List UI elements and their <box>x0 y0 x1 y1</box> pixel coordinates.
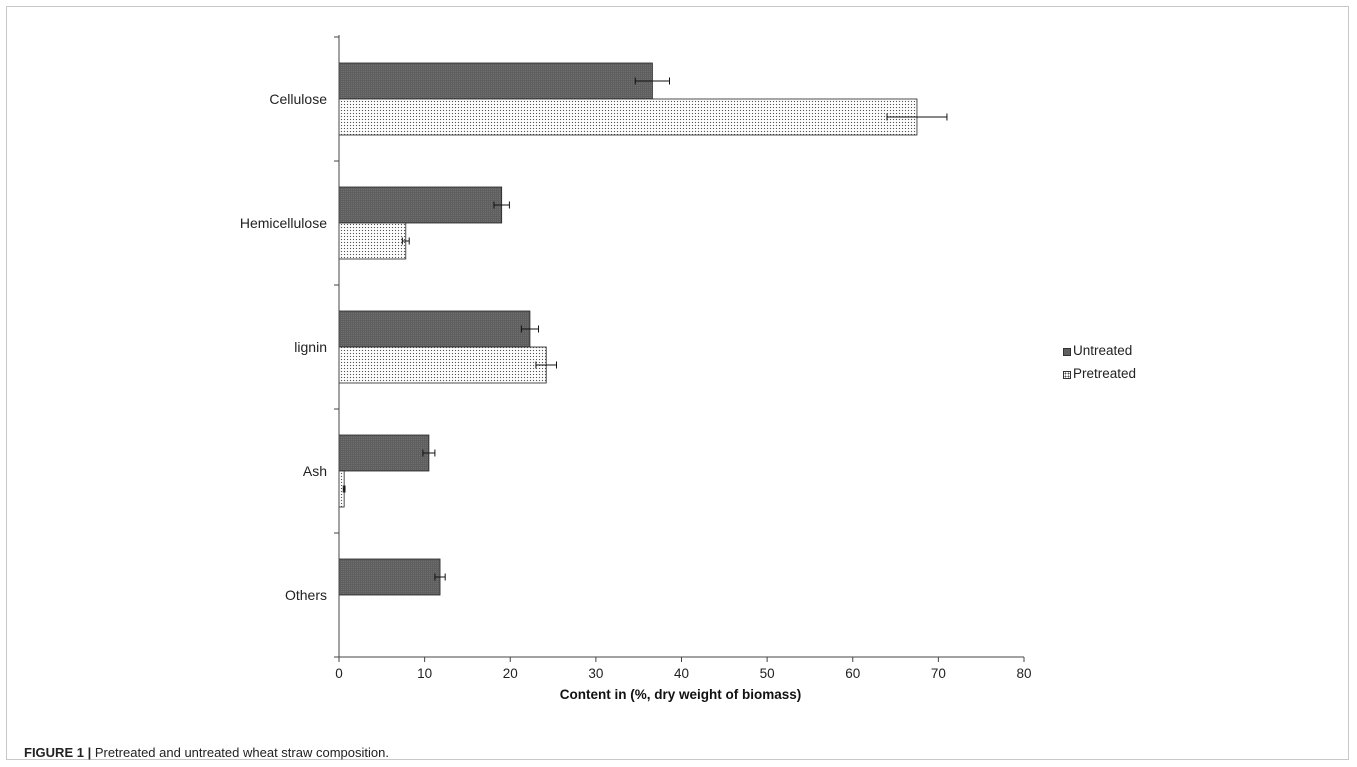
category-label-hemicellulose: Hemicellulose <box>240 215 327 231</box>
bar-untreated-cellulose <box>338 62 653 100</box>
x-tick-label-70: 70 <box>931 666 946 681</box>
legend-entry-pretreated: Pretreated <box>1063 366 1136 381</box>
x-tick-label-10: 10 <box>417 666 432 681</box>
bar-pretreated-lignin <box>338 346 547 384</box>
x-tick-label-80: 80 <box>1016 666 1031 681</box>
x-tick-label-0: 0 <box>335 666 343 681</box>
legend-entry-untreated: Untreated <box>1063 343 1132 358</box>
category-label-others: Others <box>285 587 327 603</box>
x-axis-title: Content in (%, dry weight of biomass) <box>560 687 802 702</box>
bar-untreated-others <box>338 558 441 596</box>
bar-pretreated-cellulose <box>338 98 918 136</box>
bar-untreated-lignin <box>338 310 531 348</box>
category-label-lignin: lignin <box>294 339 327 355</box>
x-tick-label-40: 40 <box>674 666 689 681</box>
caption-label: FIGURE 1 | <box>24 745 92 760</box>
legend-label-pretreated: Pretreated <box>1073 366 1137 381</box>
bar-pretreated-hemicellulose <box>338 222 407 260</box>
figure-frame: Cellulose Hemicellulose lignin Ash Others 0 10… <box>6 6 1349 760</box>
bar-untreated-hemicellulose <box>338 186 503 224</box>
x-tick-label-30: 30 <box>588 666 603 681</box>
legend-label-untreated: Untreated <box>1073 343 1133 358</box>
bars-group <box>338 62 918 596</box>
x-tick-label-50: 50 <box>760 666 775 681</box>
axes-group <box>334 35 1025 662</box>
x-tick-label-20: 20 <box>503 666 518 681</box>
error-bars-group <box>342 77 948 581</box>
legend-swatch-untreated <box>1063 348 1071 356</box>
category-label-cellulose: Cellulose <box>269 91 327 107</box>
labels-group: Cellulose Hemicellulose lignin Ash Others 0 10… <box>240 91 1032 702</box>
bar-chart: Cellulose Hemicellulose lignin Ash Others 0 10… <box>240 35 1032 702</box>
category-label-ash: Ash <box>303 463 327 479</box>
bar-untreated-ash <box>338 434 430 472</box>
caption-text: Pretreated and untreated wheat straw com… <box>94 745 389 760</box>
legend-swatch-pretreated <box>1063 371 1071 379</box>
figure-caption: FIGURE 1 | Pretreated and untreated whea… <box>24 745 389 760</box>
x-tick-label-60: 60 <box>845 666 860 681</box>
